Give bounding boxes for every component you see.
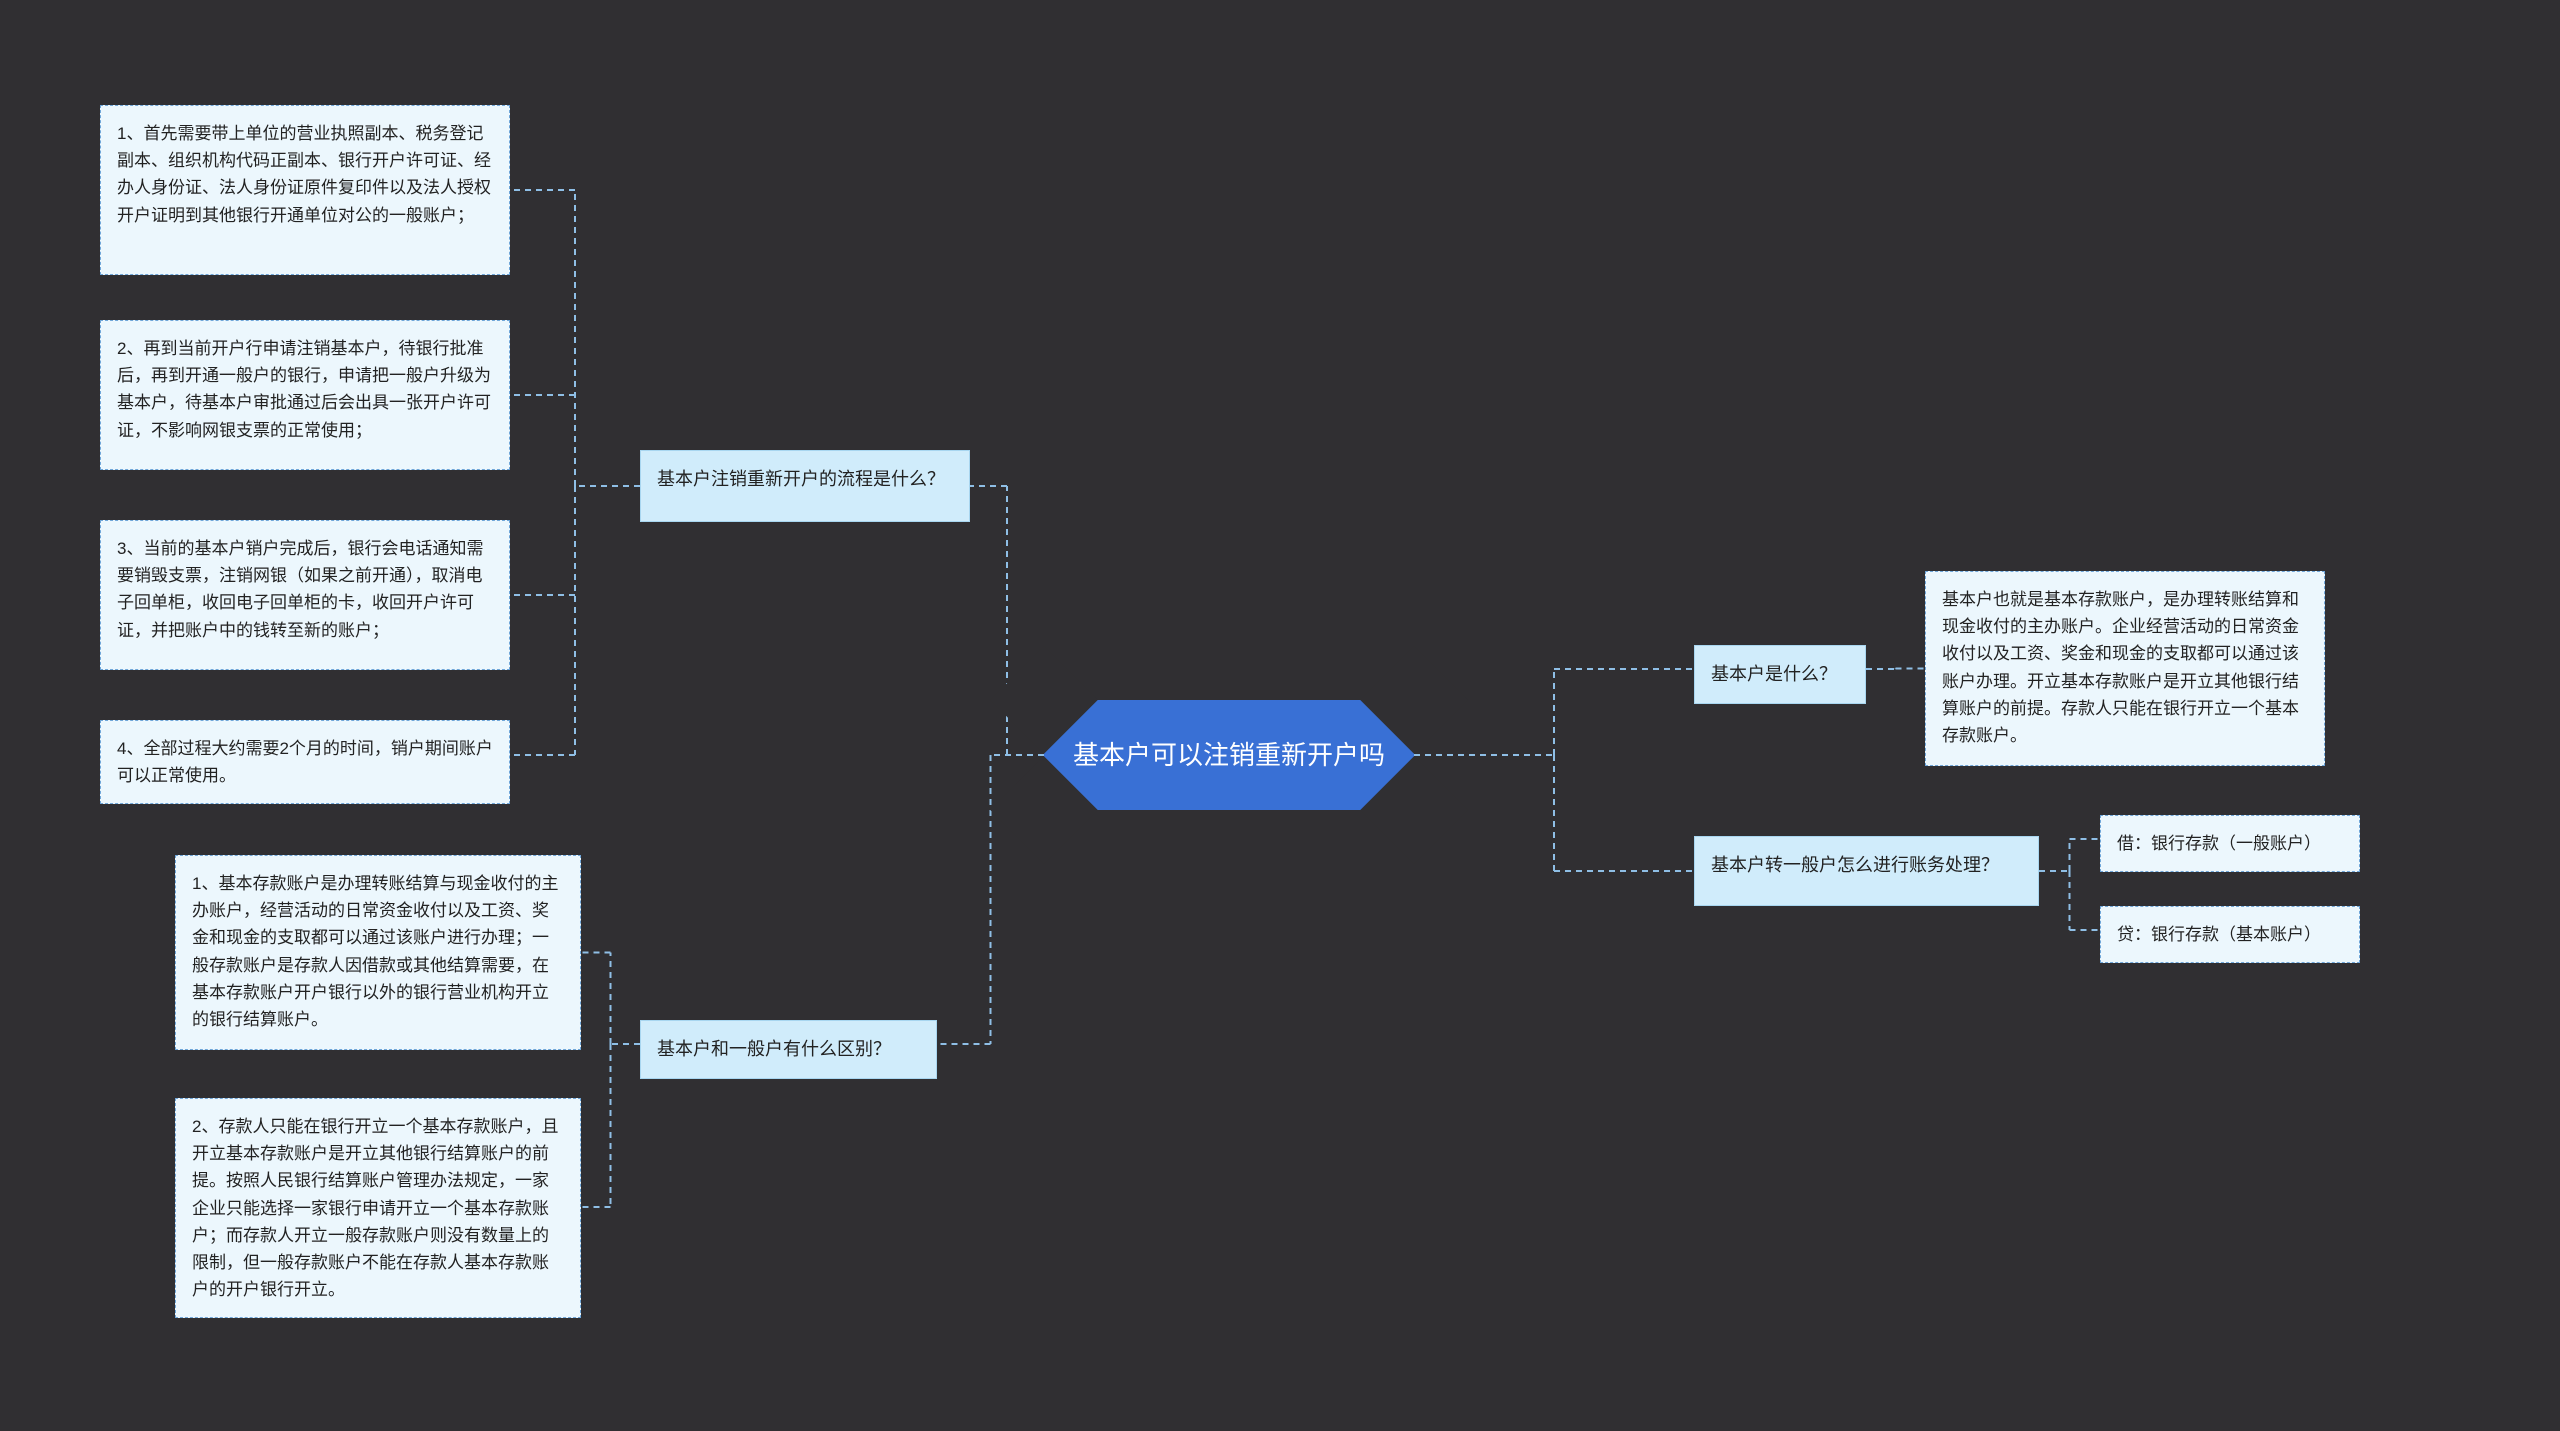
root-node: 基本户可以注销重新开户吗 xyxy=(1044,700,1414,810)
l2-proc-4-text: 4、全部过程大约需要2个月的时间，销户期间账户可以正常使用。 xyxy=(117,739,493,785)
l2-proc-1-text: 1、首先需要带上单位的营业执照副本、税务登记副本、组织机构代码正副本、银行开户许… xyxy=(117,124,491,225)
l1-proc: 基本户注销重新开户的流程是什么？ xyxy=(640,450,970,522)
l2-acct-2-text: 贷：银行存款（基本账户） xyxy=(2117,925,2321,944)
l2-acct-2: 贷：银行存款（基本账户） xyxy=(2100,906,2360,963)
l2-proc-2-text: 2、再到当前开户行申请注销基本户，待银行批准后，再到开通一般户的银行，申请把一般… xyxy=(117,339,491,440)
l1-diff: 基本户和一般户有什么区别？ xyxy=(640,1020,937,1079)
l1-what: 基本户是什么？ xyxy=(1694,645,1866,704)
root-text: 基本户可以注销重新开户吗 xyxy=(1073,736,1385,775)
l2-acct-1-text: 借：银行存款（一般账户） xyxy=(2117,834,2321,853)
l2-proc-2: 2、再到当前开户行申请注销基本户，待银行批准后，再到开通一般户的银行，申请把一般… xyxy=(100,320,510,470)
l1-acct: 基本户转一般户怎么进行账务处理？ xyxy=(1694,836,2039,906)
l2-what-1: 基本户也就是基本存款账户，是办理转账结算和现金收付的主办账户。企业经营活动的日常… xyxy=(1925,571,2325,766)
l2-proc-4: 4、全部过程大约需要2个月的时间，销户期间账户可以正常使用。 xyxy=(100,720,510,804)
l2-diff-1-text: 1、基本存款账户是办理转账结算与现金收付的主办账户，经营活动的日常资金收付以及工… xyxy=(192,874,558,1029)
l2-acct-1: 借：银行存款（一般账户） xyxy=(2100,815,2360,872)
l2-diff-1: 1、基本存款账户是办理转账结算与现金收付的主办账户，经营活动的日常资金收付以及工… xyxy=(175,855,581,1050)
l1-diff-text: 基本户和一般户有什么区别？ xyxy=(657,1039,891,1059)
l2-what-1-text: 基本户也就是基本存款账户，是办理转账结算和现金收付的主办账户。企业经营活动的日常… xyxy=(1942,590,2299,745)
l1-proc-text: 基本户注销重新开户的流程是什么？ xyxy=(657,469,945,489)
l1-what-text: 基本户是什么？ xyxy=(1711,664,1837,684)
l2-proc-1: 1、首先需要带上单位的营业执照副本、税务登记副本、组织机构代码正副本、银行开户许… xyxy=(100,105,510,275)
l2-diff-2-text: 2、存款人只能在银行开立一个基本存款账户，且开立基本存款账户是开立其他银行结算账… xyxy=(192,1117,558,1299)
l2-diff-2: 2、存款人只能在银行开立一个基本存款账户，且开立基本存款账户是开立其他银行结算账… xyxy=(175,1098,581,1318)
l1-acct-text: 基本户转一般户怎么进行账务处理？ xyxy=(1711,855,1999,875)
l2-proc-3-text: 3、当前的基本户销户完成后，银行会电话通知需要销毁支票，注销网银（如果之前开通）… xyxy=(117,539,483,640)
l2-proc-3: 3、当前的基本户销户完成后，银行会电话通知需要销毁支票，注销网银（如果之前开通）… xyxy=(100,520,510,670)
